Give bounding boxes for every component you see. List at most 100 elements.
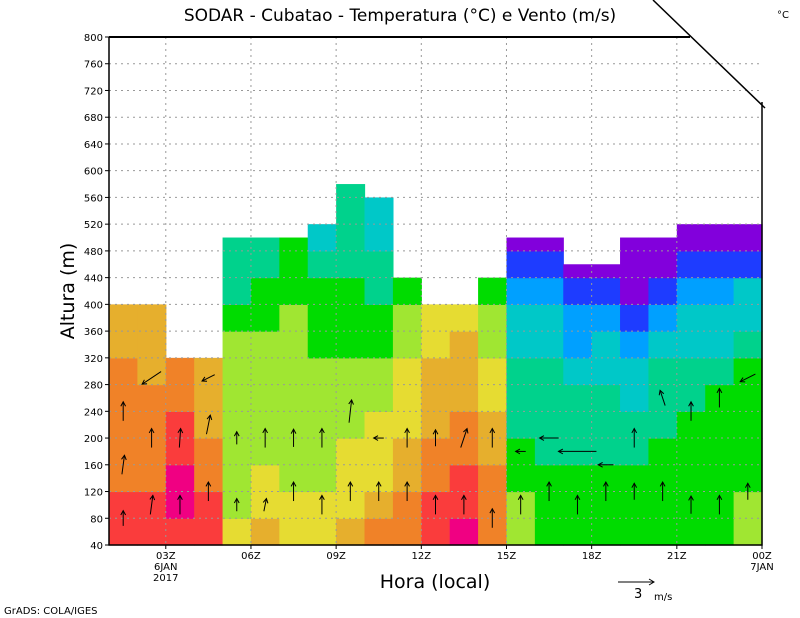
temperature-cell (563, 518, 593, 546)
wind-arrow-head (205, 480, 212, 487)
wind-arrow-head (716, 387, 723, 394)
temperature-cell (648, 277, 678, 305)
temperature-cell (194, 438, 224, 466)
temperature-cell (478, 464, 508, 493)
temperature-cell (307, 384, 337, 412)
temperature-cell (137, 304, 167, 332)
temperature-cell (733, 438, 763, 466)
temperature-cell (392, 384, 422, 412)
wind-arrow (716, 387, 723, 408)
wind-arrow (201, 374, 215, 382)
x-tick-label: 21Z (667, 551, 687, 562)
temperature-cell (733, 518, 763, 546)
wind-arrow-head (659, 480, 666, 487)
temperature-cell (676, 224, 706, 252)
wind-arrow (233, 430, 240, 445)
y-tick-label: 40 (90, 541, 103, 552)
temperature-cell (250, 518, 280, 546)
temperature-cell (506, 304, 536, 332)
temperature-cell (591, 438, 621, 466)
y-tick-label: 640 (84, 140, 103, 151)
wind-arrow-head (404, 427, 410, 434)
temperature-cell (364, 250, 394, 279)
wind-arrow (489, 507, 496, 528)
temperature-cell (222, 357, 252, 386)
wind-arrow-shaft (149, 495, 154, 515)
temperature-cell (648, 250, 678, 279)
wind-arrow-head (233, 497, 240, 504)
temperature-cell (279, 357, 309, 386)
wind-arrow-head (557, 448, 564, 455)
temperature-cell (222, 464, 252, 493)
temperature-cell (676, 331, 706, 359)
temperature-cell (506, 250, 536, 279)
temperature-cell (534, 518, 564, 546)
wind-arrow-head (603, 480, 609, 487)
temperature-cell (648, 304, 678, 332)
x-axis-label: Hora (local) (380, 571, 491, 593)
temperature-cell (705, 277, 735, 305)
temperature-cell (392, 357, 422, 386)
temperature-cell (705, 304, 735, 332)
temperature-cell (449, 411, 479, 439)
wind-arrow-head (149, 494, 156, 501)
temperature-cell (449, 464, 479, 493)
wind-arrow (205, 480, 212, 502)
temperature-cell (648, 518, 678, 546)
temperature-cell (449, 357, 479, 386)
wind-arrow-head (658, 389, 665, 396)
x-tick-label: 09Z (326, 551, 346, 562)
temperature-cell (705, 250, 735, 279)
temperature-cell (676, 357, 706, 386)
wind-arrow (262, 427, 268, 448)
temperature-cell (336, 518, 366, 546)
y-tick-label: 760 (84, 60, 103, 71)
temperature-cell (591, 384, 621, 412)
temperature-cell (648, 331, 678, 359)
temperature-cell (364, 197, 394, 225)
temperature-cell (336, 357, 366, 386)
temperature-cell (449, 304, 479, 332)
wind-arrow (120, 400, 127, 421)
temperature-cell (591, 518, 621, 546)
wind-arrow-head (262, 497, 269, 504)
wind-arrow-head (597, 461, 603, 468)
wind-arrow (603, 480, 609, 502)
wind-arrow-head (688, 400, 694, 407)
temperature-cell (534, 411, 564, 439)
temperature-cell (250, 464, 280, 493)
temperature-cell (364, 438, 394, 466)
wind-arrow-head (177, 427, 184, 434)
temperature-cell (165, 384, 195, 412)
temperature-cell (478, 304, 508, 332)
wind-arrow-head (319, 494, 325, 501)
temperature-cell (534, 357, 564, 386)
wind-arrow-head (141, 379, 148, 385)
wind-arrow-head (688, 494, 694, 501)
y-tick-label: 120 (84, 488, 103, 499)
temperature-cell (307, 250, 337, 279)
y-tick-label: 680 (84, 113, 103, 124)
temperature-cell (648, 357, 678, 386)
y-tick-label: 360 (84, 327, 103, 338)
wind-arrow-head (716, 494, 723, 501)
temperature-cell (591, 331, 621, 359)
temperature-cell (336, 250, 366, 279)
temperature-cell (364, 384, 394, 412)
temperature-cell (733, 224, 763, 252)
temperature-cell (591, 264, 621, 279)
temperature-cell (364, 304, 394, 332)
wind-arrow-head (290, 428, 297, 434)
wind-arrow-head (538, 435, 545, 441)
temperature-cell (620, 384, 650, 412)
wind-arrow (460, 427, 469, 448)
temperature-cell (364, 357, 394, 386)
temperature-cell (279, 331, 309, 359)
temperature-cell (620, 304, 650, 332)
wind-arrow (658, 389, 666, 406)
temperature-cell (478, 357, 508, 386)
temperature-cell (591, 304, 621, 332)
temperature-cell (336, 411, 366, 439)
